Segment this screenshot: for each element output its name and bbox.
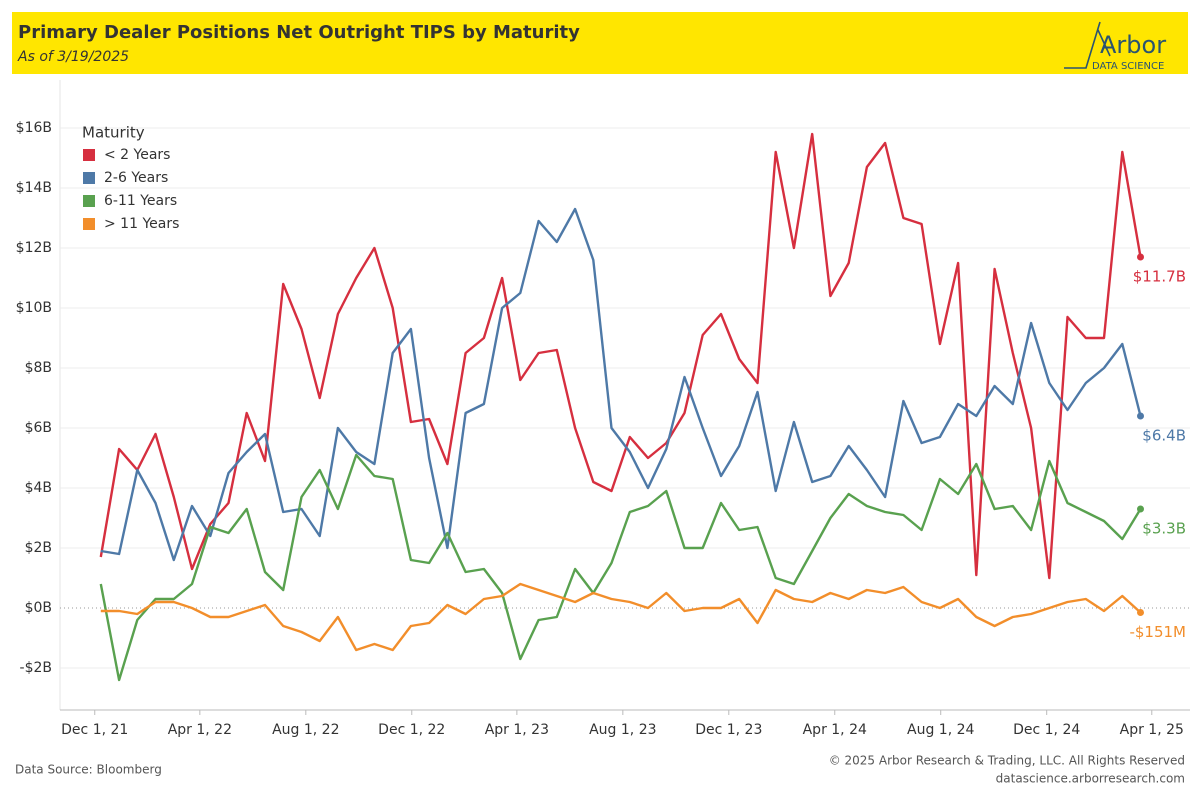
end-label: $6.4B [1142,427,1186,445]
y-tick-label: -$2B [20,660,52,676]
series-line [100,207,1142,562]
series-line [100,582,1142,652]
x-tick-label: Dec 1, 23 [695,722,762,738]
footer-copyright: © 2025 Arbor Research & Trading, LLC. Al… [829,754,1185,768]
footer-source: Data Source: Bloomberg [15,763,162,777]
logo-mark [1064,21,1111,69]
x-tick-label: Apr 1, 24 [803,722,867,738]
legend-label: < 2 Years [104,147,170,163]
x-tick-label: Apr 1, 23 [485,722,549,738]
x-tick-label: Apr 1, 22 [168,722,232,738]
end-label: $11.7B [1133,268,1186,286]
x-tick-label: Dec 1, 24 [1013,722,1080,738]
legend-swatch [83,195,95,207]
legend-title: Maturity [82,124,145,142]
legend-label: 6-11 Years [104,193,177,209]
legend-swatch [83,218,95,230]
y-tick-label: $10B [16,300,52,316]
y-tick-label: $2B [25,540,52,556]
end-marker [1136,609,1144,617]
x-tick-label: Aug 1, 23 [589,722,656,738]
x-tick-label: Aug 1, 24 [907,722,975,738]
end-marker [1136,505,1144,513]
series-line [99,453,1142,682]
chart-subtitle: As of 3/19/2025 [17,49,129,65]
y-tick-label: $4B [25,480,52,496]
x-tick-label: Aug 1, 22 [272,722,339,738]
series-line [99,132,1142,580]
end-marker [1136,412,1144,420]
y-tick-label: $16B [16,120,52,136]
y-tick-label: $12B [16,240,52,256]
legend-label: 2-6 Years [104,170,168,186]
header-band [12,12,1188,74]
y-tick-label: $0B [25,600,52,616]
y-tick-label: $6B [25,420,52,436]
footer-website: datascience.arborresearch.com [996,772,1185,786]
chart-title: Primary Dealer Positions Net Outright TI… [18,22,580,43]
legend: Maturity < 2 Years 2-6 Years 6-11 Years > 1… [82,124,179,233]
logo-name: Arbor [1100,31,1166,59]
y-tick-label: $14B [16,180,52,196]
grid: -$2B $0B $2B $4B $6B $8B $10B $12B $14B $16B Dec 1… [16,120,1190,738]
legend-swatch [83,172,95,184]
x-tick-label: Apr 1, 25 [1120,722,1184,738]
logo-tagline: DATA SCIENCE [1092,61,1164,72]
end-label: $3.3B [1142,520,1186,538]
legend-swatch [83,149,95,161]
end-marker [1136,253,1144,261]
end-label: -$151M [1129,623,1186,641]
x-tick-label: Dec 1, 21 [61,722,128,738]
y-tick-label: $8B [25,360,52,376]
x-tick-label: Dec 1, 22 [378,722,445,738]
plot: $11.7B $6.4B $3.3B -$151M [99,132,1186,682]
legend-label: > 11 Years [104,216,179,232]
